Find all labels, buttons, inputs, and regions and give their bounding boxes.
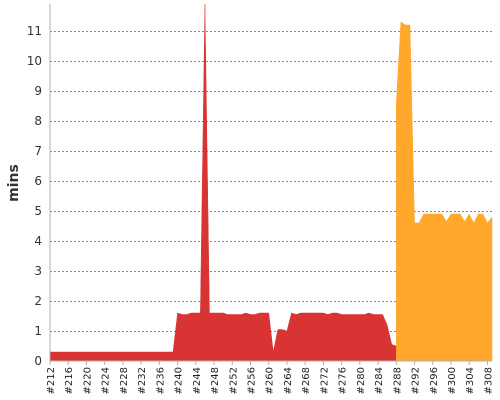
y-tick-label: 9 <box>34 84 42 98</box>
x-tick-label: #300 <box>447 367 458 394</box>
y-tick-label: 4 <box>34 234 42 248</box>
axes <box>49 4 492 362</box>
y-tick-label: 3 <box>34 264 42 278</box>
y-tick-label: 2 <box>34 294 42 308</box>
gridlines <box>50 31 492 332</box>
x-tick-label: #232 <box>137 367 148 394</box>
x-tick-label: #308 <box>483 367 494 394</box>
x-tick-label: #280 <box>356 367 367 394</box>
x-tick-label: #296 <box>429 367 440 394</box>
x-tick-label: #236 <box>155 367 166 394</box>
x-tick-label: #272 <box>319 367 330 394</box>
y-axis-label: mins <box>6 164 22 202</box>
y-tick-label: 8 <box>34 114 42 128</box>
x-tick-label: #248 <box>210 367 221 394</box>
x-tick-label: #244 <box>192 367 203 394</box>
x-tick-label: #268 <box>301 367 312 394</box>
y-tick-label: 11 <box>27 24 42 38</box>
series-areas <box>49 3 493 362</box>
series-area-1 <box>396 21 493 362</box>
y-tick-labels: 0 1 2 3 4 5 6 7 8 9 10 11 <box>27 24 42 368</box>
x-tick-label: #212 <box>46 367 57 394</box>
x-tick-label: #264 <box>283 367 294 394</box>
y-tick-label: 5 <box>34 204 42 218</box>
x-tick-label: #260 <box>265 367 276 394</box>
x-tick-label: #252 <box>228 367 239 394</box>
x-tick-label: #256 <box>246 367 257 394</box>
series-area-0 <box>49 3 397 362</box>
x-tick-label: #220 <box>82 367 93 394</box>
y-tick-label: 6 <box>34 174 42 188</box>
x-tick-label: #224 <box>101 367 112 394</box>
y-tick-label: 7 <box>34 144 42 158</box>
x-tick-labels: #212 #216 #220 #224 #228 #232 #236 #240 #244 #248… <box>46 361 494 394</box>
x-tick-label: #292 <box>411 367 422 394</box>
x-tick-label: #276 <box>338 367 349 394</box>
x-tick-label: #304 <box>465 367 476 394</box>
x-tick-label: #288 <box>392 367 403 394</box>
y-tick-label: 10 <box>27 54 42 68</box>
x-tick-label: #228 <box>119 367 130 394</box>
x-tick-label: #284 <box>374 367 385 394</box>
x-tick-label: #216 <box>64 367 75 394</box>
x-tick-label: #240 <box>174 367 185 394</box>
y-tick-label: 0 <box>34 354 42 368</box>
y-tick-label: 1 <box>34 324 42 338</box>
